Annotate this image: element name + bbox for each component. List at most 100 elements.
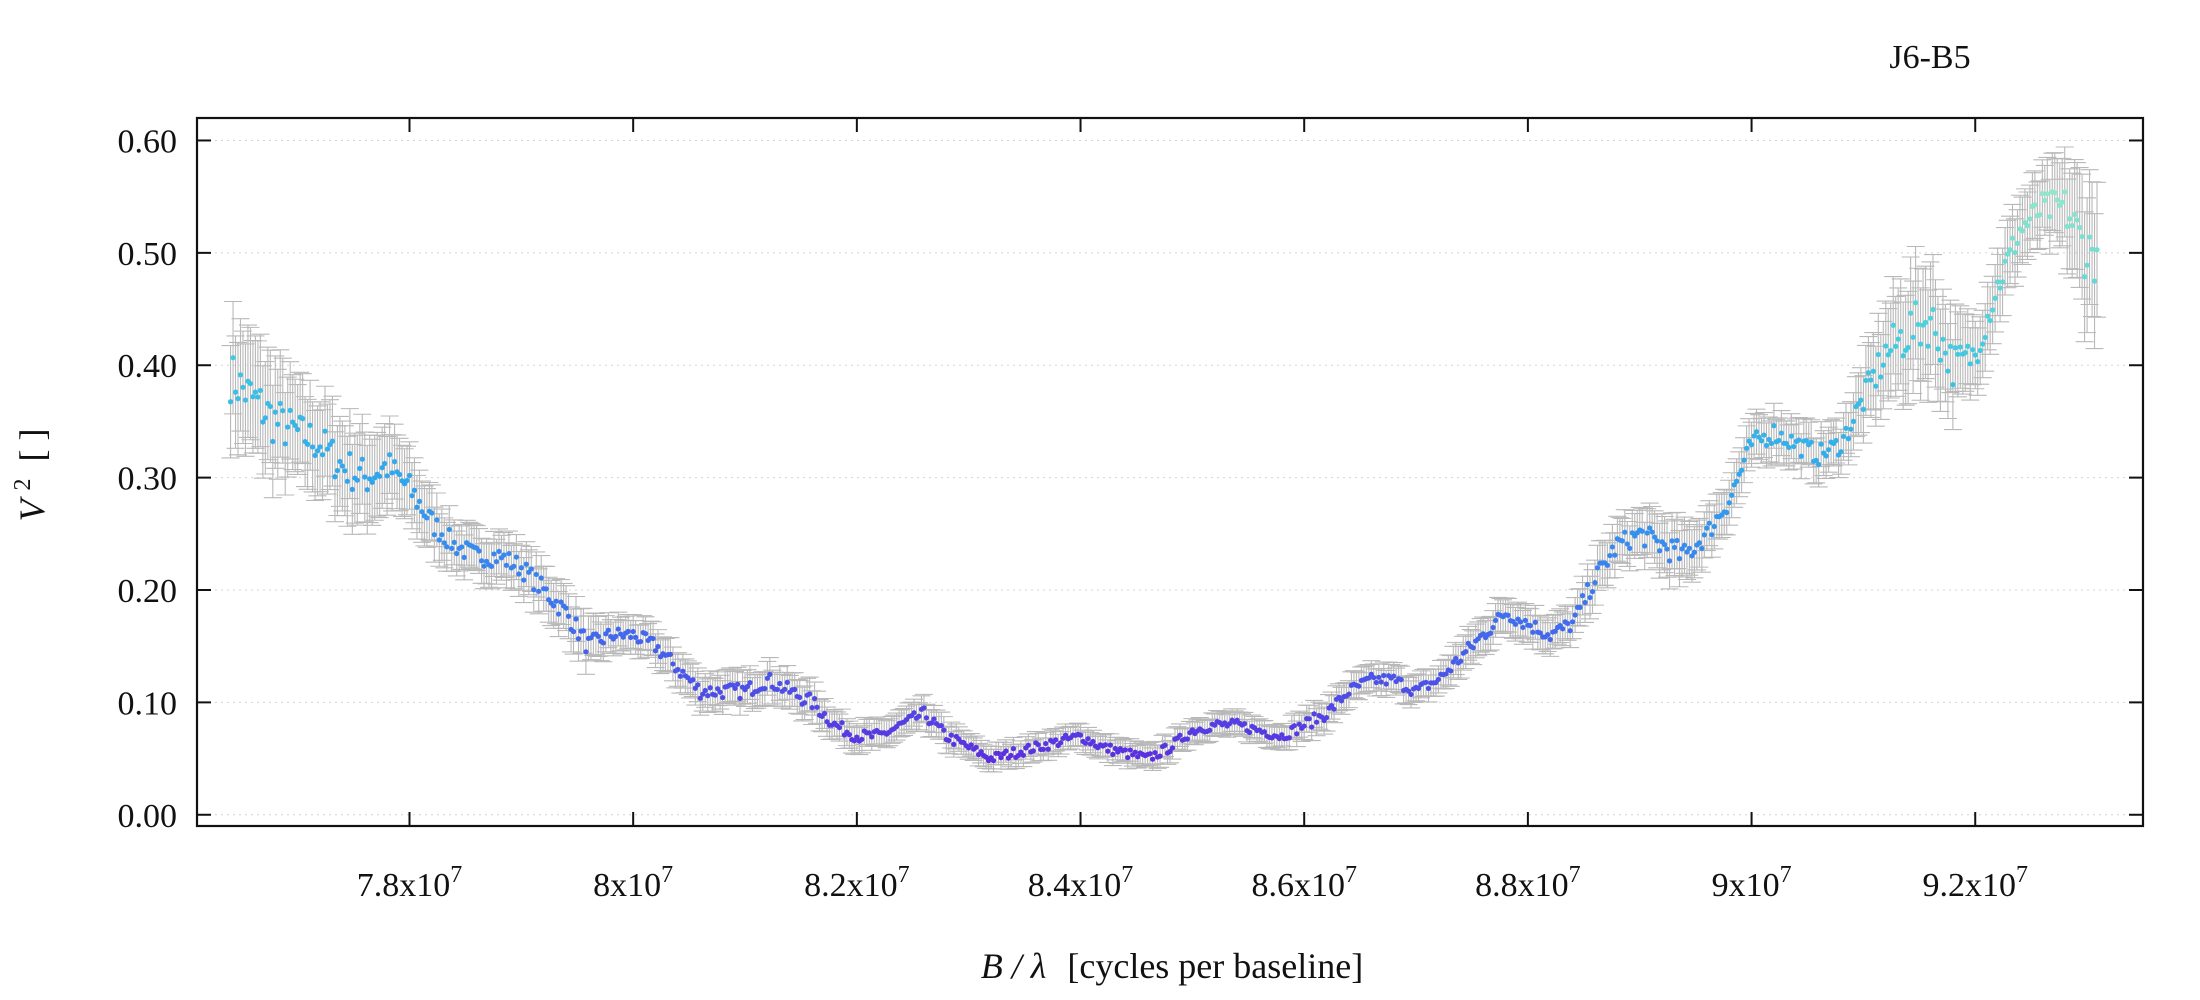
data-point — [2084, 262, 2090, 268]
data-point — [481, 563, 487, 569]
data-point — [329, 438, 336, 444]
data-point — [1505, 612, 1511, 618]
data-point — [1927, 315, 1934, 321]
data-point — [1311, 711, 1317, 717]
data-point — [1567, 628, 1573, 634]
data-point — [1035, 742, 1041, 748]
data-point — [1589, 588, 1596, 595]
data-point — [518, 565, 524, 571]
data-point — [1992, 295, 1998, 301]
data-point — [454, 550, 460, 557]
data-point — [1664, 546, 1670, 552]
data-point — [295, 426, 301, 433]
data-point — [784, 679, 790, 686]
data-point — [476, 548, 482, 554]
data-point — [227, 399, 234, 405]
data-point — [1833, 437, 1839, 444]
data-point — [439, 532, 445, 538]
data-point — [1666, 558, 1673, 564]
data-point — [1594, 565, 1601, 571]
data-point — [1788, 433, 1794, 439]
data-point — [732, 685, 738, 691]
data-point — [280, 408, 286, 414]
data-point — [461, 554, 467, 560]
data-point — [1704, 525, 1710, 531]
data-point — [615, 626, 621, 632]
data-point — [424, 515, 430, 521]
data-point — [814, 704, 820, 710]
data-point — [1990, 307, 1996, 313]
data-point — [707, 685, 713, 691]
x-axis-title: B / λ [cycles per baseline] — [981, 946, 1363, 986]
y-axis-title: V 2 [ ] — [0, 429, 52, 522]
data-point — [1346, 691, 1352, 697]
data-point — [839, 720, 845, 726]
data-point — [322, 428, 328, 434]
data-point — [1532, 619, 1538, 625]
data-point — [242, 397, 249, 403]
data-point — [511, 563, 517, 569]
data-point — [1753, 429, 1760, 435]
data-point — [1572, 612, 1578, 618]
data-point — [1980, 341, 1986, 347]
data-point — [717, 689, 723, 695]
data-point — [1818, 441, 1824, 447]
data-point — [2069, 223, 2075, 229]
data-point — [1607, 552, 1613, 559]
data-point — [1619, 538, 1625, 544]
data-point — [667, 651, 674, 658]
data-point — [1649, 529, 1655, 535]
data-point — [630, 628, 636, 635]
data-point — [1520, 624, 1526, 631]
data-point — [809, 705, 815, 711]
axes — [195, 116, 2145, 828]
data-point — [252, 389, 259, 395]
data-point — [563, 605, 569, 611]
data-point — [406, 472, 413, 479]
data-point — [347, 450, 353, 457]
x-axis-variable: B / λ — [981, 946, 1047, 986]
x-tick-mantissa: 8.4x10 — [1028, 867, 1122, 904]
data-point — [1796, 437, 1802, 443]
data-point — [277, 400, 283, 407]
data-point — [575, 636, 582, 642]
data-point — [1890, 322, 1896, 328]
data-point — [2067, 216, 2073, 222]
data-point — [1922, 319, 1929, 325]
data-point — [354, 477, 360, 483]
data-point — [620, 634, 626, 640]
data-point — [1875, 351, 1881, 358]
data-point — [1791, 443, 1797, 450]
data-point — [2014, 240, 2021, 246]
data-point — [677, 673, 683, 679]
data-point — [2072, 211, 2078, 218]
data-point — [1910, 334, 1916, 340]
data-point — [1813, 457, 1819, 463]
data-point — [2039, 190, 2045, 197]
data-point — [1530, 629, 1536, 635]
data-point — [1823, 453, 1829, 459]
data-point — [1729, 492, 1735, 498]
data-points — [227, 189, 2100, 764]
data-point — [675, 666, 681, 673]
data-point — [1967, 361, 1973, 367]
data-point — [1671, 544, 1678, 551]
data-point — [1726, 500, 1732, 506]
x-tick-exponent: 7 — [1345, 862, 1357, 888]
data-point — [237, 372, 244, 378]
data-point — [747, 680, 753, 686]
data-point — [633, 634, 639, 640]
data-point — [938, 722, 944, 729]
data-point — [1458, 658, 1464, 664]
x-tick-exponent: 7 — [1780, 862, 1792, 888]
x-tick-label: 9x107 — [1712, 862, 1792, 904]
data-point — [680, 668, 686, 674]
data-point — [1838, 449, 1844, 455]
data-point — [846, 732, 852, 738]
data-point — [2059, 199, 2065, 205]
data-point — [411, 487, 418, 493]
x-tick-mantissa: 9x10 — [1712, 867, 1780, 904]
data-point — [292, 422, 298, 429]
data-point — [2032, 202, 2038, 208]
data-point — [1246, 729, 1253, 735]
